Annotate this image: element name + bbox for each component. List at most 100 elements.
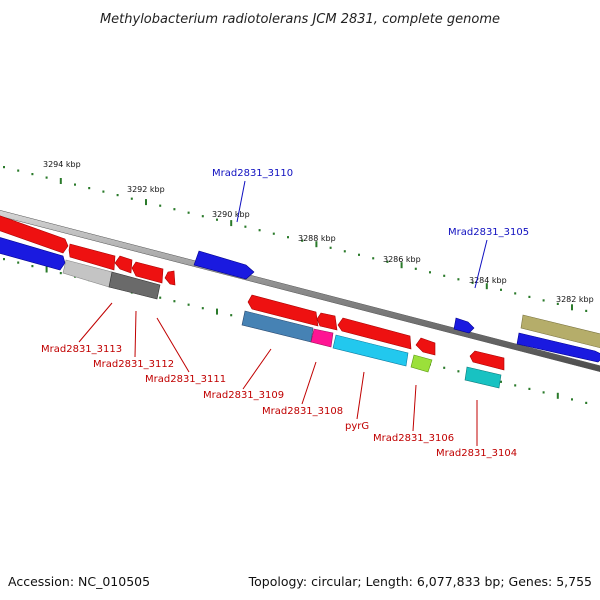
kbp-label-3290: 3290 kbp (212, 210, 250, 219)
gene-arrow-blue[interactable] (453, 317, 475, 334)
ruler-minor-tick (343, 250, 346, 253)
ruler-major-tick (556, 392, 559, 399)
ruler-minor-tick (17, 169, 20, 172)
gene-block-teal[interactable] (464, 366, 502, 389)
gene-block-olive[interactable] (520, 314, 600, 349)
gene-arrow-red[interactable] (114, 255, 133, 274)
ruler-minor-tick (457, 370, 460, 373)
gene-arrow-blue[interactable] (193, 250, 255, 280)
kbp-label-3282: 3282 kbp (556, 295, 594, 304)
kbp-label-3288: 3288 kbp (298, 234, 336, 243)
kbp-label-3294: 3294 kbp (43, 160, 81, 169)
leader-line (242, 348, 272, 390)
ruler-minor-tick (471, 281, 474, 284)
leader-line (78, 302, 113, 343)
gene-label-mrad2831-3110[interactable]: Mrad2831_3110 (212, 168, 293, 179)
ruler-minor-tick (443, 274, 446, 277)
gene-labels: Mrad2831_3110 Mrad2831_3105 Mrad2831_311… (41, 168, 529, 459)
ruler-minor-tick (528, 295, 531, 298)
ruler-minor-tick (358, 253, 360, 256)
gene-label-mrad2831-3112[interactable]: Mrad2831_3112 (93, 359, 174, 370)
gene-label-mrad2831-3106[interactable]: Mrad2831_3106 (373, 433, 454, 444)
gene-arrow-blue[interactable] (516, 332, 600, 363)
leader-line (356, 371, 365, 420)
ruler-minor-tick (187, 303, 190, 306)
leader-line (412, 384, 417, 432)
ruler-minor-tick (59, 272, 62, 275)
gene-label-mrad2831-3104[interactable]: Mrad2831_3104 (436, 448, 517, 459)
gene-label-mrad2831-3111[interactable]: Mrad2831_3111 (145, 374, 226, 385)
gene-arrow-blue[interactable] (0, 236, 66, 271)
gene-label-mrad2831-3105[interactable]: Mrad2831_3105 (448, 227, 529, 238)
ruler-minor-tick (528, 387, 531, 390)
ruler-major-tick (315, 241, 318, 248)
gene-arrow-red[interactable] (469, 350, 505, 371)
ruler-minor-tick (130, 197, 133, 200)
gene-arrow-red[interactable] (316, 312, 338, 331)
ruler-minor-tick (542, 391, 545, 394)
ruler-minor-tick (74, 183, 76, 186)
gene-arrow-red[interactable] (247, 294, 319, 327)
ruler-minor-tick (414, 267, 417, 270)
gene-block-gray-dark[interactable] (108, 271, 161, 300)
gene-arrow-red[interactable] (164, 270, 176, 286)
gene-block-green[interactable] (410, 354, 433, 373)
ruler-minor-tick (3, 166, 5, 169)
ruler-minor-tick (443, 366, 446, 369)
ruler-major-tick (145, 199, 147, 206)
ruler-minor-tick (31, 265, 34, 268)
ruler-major-tick (485, 283, 488, 290)
ruler-minor-tick (372, 257, 375, 260)
gene-label-mrad2831-3108[interactable]: Mrad2831_3108 (262, 406, 343, 417)
outer-kbp-ruler (3, 166, 588, 312)
ruler-minor-tick (187, 211, 190, 214)
ruler-minor-tick (159, 204, 162, 207)
label-leader-lines (78, 180, 488, 446)
ruler-major-tick (216, 308, 218, 315)
ruler-minor-tick (173, 300, 176, 303)
ruler-minor-tick (571, 398, 573, 401)
ruler-minor-tick (500, 288, 502, 291)
ruler-minor-tick (585, 401, 588, 404)
ruler-minor-tick (585, 309, 588, 312)
gene-arrow-red[interactable] (68, 243, 116, 271)
ruler-minor-tick (556, 302, 559, 305)
ruler-minor-tick (88, 187, 91, 190)
ruler-minor-tick (542, 299, 545, 302)
gene-label-mrad2831-3113[interactable]: Mrad2831_3113 (41, 344, 122, 355)
ruler-minor-tick (258, 229, 261, 232)
ruler-major-tick (59, 178, 62, 184)
ruler-minor-tick (230, 314, 233, 317)
ruler-minor-tick (102, 190, 105, 193)
kbp-label-3286: 3286 kbp (383, 255, 421, 264)
gene-label-mrad2831-3109[interactable]: Mrad2831_3109 (203, 390, 284, 401)
gene-arrow-red[interactable] (337, 317, 412, 350)
ruler-minor-tick (500, 380, 502, 383)
genome-title: Methylobacterium radiotolerans JCM 2831,… (100, 12, 500, 27)
gene-arrow-red[interactable] (0, 214, 69, 254)
accession-text: Accession: NC_010505 (8, 574, 150, 589)
ruler-minor-tick (429, 271, 431, 274)
topology-text: Topology: circular; Length: 6,077,833 bp… (248, 574, 592, 589)
kbp-label-3284: 3284 kbp (469, 276, 507, 285)
ruler-minor-tick (457, 278, 460, 281)
ruler-minor-tick (3, 258, 5, 261)
leader-line (236, 180, 246, 223)
ruler-minor-tick (201, 215, 204, 218)
leader-line (474, 239, 488, 289)
gene-block-magenta[interactable] (310, 328, 334, 348)
ruler-minor-tick (287, 236, 289, 239)
ruler-minor-tick (31, 173, 34, 176)
ruler-minor-tick (301, 239, 304, 242)
ruler-minor-tick (386, 260, 389, 263)
gene-label-pyrg[interactable]: pyrG (345, 421, 369, 432)
ruler-major-tick (230, 220, 233, 227)
ruler-minor-tick (216, 218, 218, 221)
kbp-labels: 3294 kbp 3292 kbp 3290 kbp 3288 kbp 3286… (43, 160, 594, 304)
kbp-label-3292: 3292 kbp (127, 185, 165, 194)
gene-block-cyan[interactable] (332, 334, 409, 367)
gene-arrow-red[interactable] (415, 337, 436, 356)
gene-arrow-red[interactable] (131, 261, 164, 284)
ruler-minor-tick (17, 261, 20, 264)
